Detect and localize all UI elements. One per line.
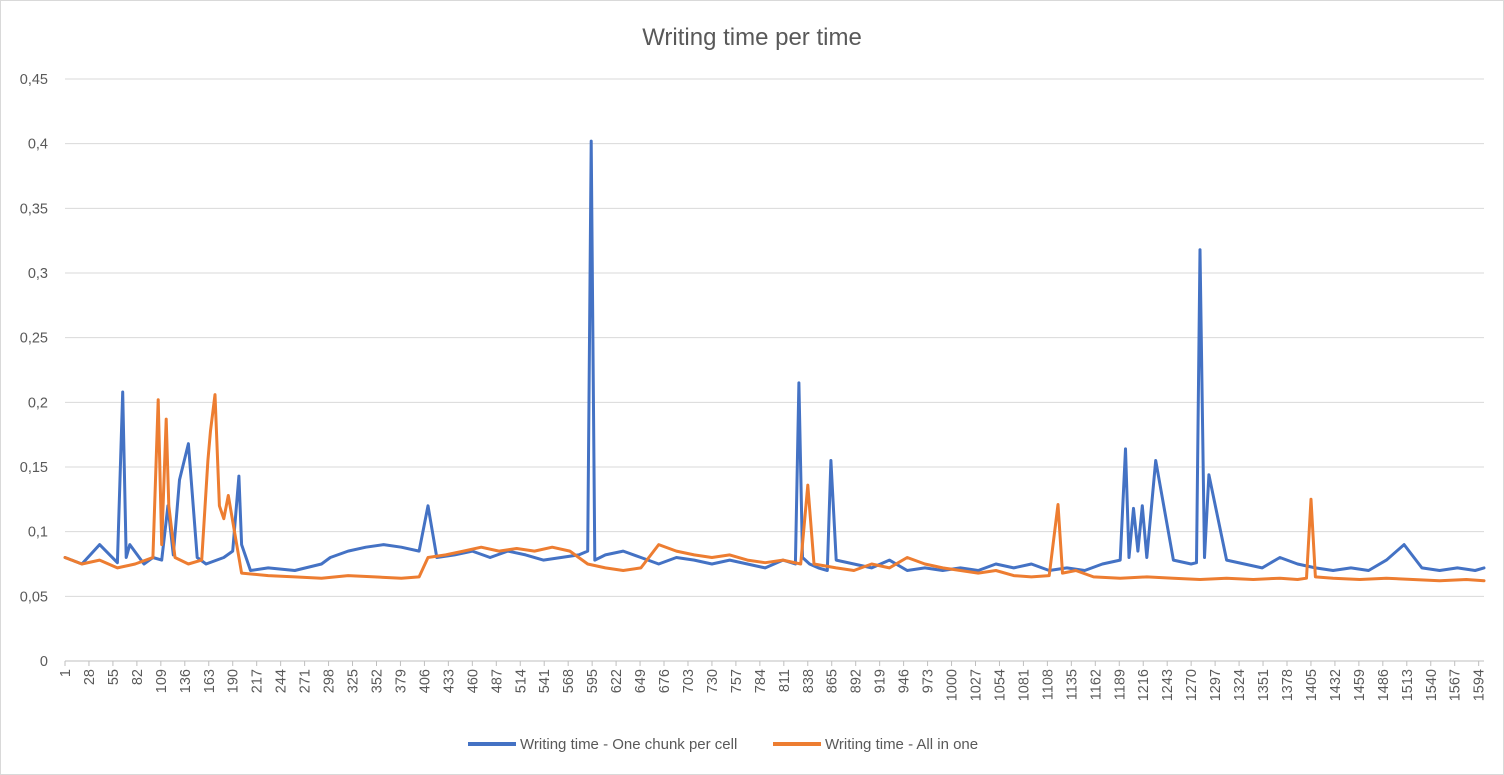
x-tick-label: 1297 <box>1208 669 1224 701</box>
x-tick-label: 784 <box>753 669 769 693</box>
x-tick-label: 1567 <box>1448 669 1464 701</box>
x-tick-label: 1000 <box>945 669 961 701</box>
x-tick-label: 649 <box>633 669 649 693</box>
x-tick-label: 244 <box>274 669 290 693</box>
x-tick-label: 1540 <box>1424 669 1440 701</box>
x-tick-label: 136 <box>178 669 194 693</box>
x-tick-label: 892 <box>849 669 865 693</box>
x-tick-label: 406 <box>417 669 433 693</box>
y-tick-label: 0,2 <box>28 395 48 411</box>
x-tick-label: 82 <box>130 669 146 685</box>
x-tick-label: 487 <box>489 669 505 693</box>
y-tick-label: 0 <box>40 654 48 670</box>
gridlines <box>65 78 1484 662</box>
x-tick-label: 622 <box>609 669 625 693</box>
x-tick-label: 352 <box>369 669 385 693</box>
x-tick-label: 973 <box>921 669 937 693</box>
x-tick-label: 1189 <box>1112 669 1128 700</box>
x-tick-label: 838 <box>801 669 817 693</box>
x-tick-label: 1 <box>58 669 74 677</box>
x-tick-label: 55 <box>106 669 122 685</box>
y-tick-label: 0,35 <box>20 201 48 217</box>
x-tick-label: 109 <box>154 669 170 693</box>
x-tick-label: 1324 <box>1232 669 1248 701</box>
y-tick-label: 0,1 <box>28 525 48 541</box>
x-tick-label: 595 <box>585 669 601 693</box>
y-tick-label: 0,45 <box>20 72 48 88</box>
x-tick-label: 271 <box>298 669 314 693</box>
x-tick-label: 811 <box>777 669 793 692</box>
x-tick-label: 757 <box>729 669 745 693</box>
x-tick-label: 1027 <box>969 669 985 701</box>
x-tick-label: 730 <box>705 669 721 693</box>
y-tick-label: 0,3 <box>28 266 48 282</box>
x-tick-label: 1459 <box>1352 669 1368 701</box>
x-tick-label: 1162 <box>1088 669 1104 700</box>
x-tick-label: 703 <box>681 669 697 693</box>
x-tick-label: 568 <box>561 669 577 693</box>
x-tick-label: 1135 <box>1064 669 1080 700</box>
x-tick-label: 946 <box>897 669 913 693</box>
chart-title: Writing time per time <box>642 24 862 51</box>
x-tick-label: 865 <box>825 669 841 693</box>
x-tick-label: 1108 <box>1040 669 1056 700</box>
y-tick-label: 0,4 <box>28 137 48 153</box>
x-tick-label: 1405 <box>1304 669 1320 701</box>
x-tick-label: 1351 <box>1256 669 1272 701</box>
y-axis-ticks: 0 0,05 0,1 0,15 0,2 0,25 0,3 0,35 0,4 0,45 <box>20 72 48 670</box>
x-tick-label: 1486 <box>1376 669 1392 701</box>
x-axis-ticks: 1 28 55 82 109 136 163 190 217 244 271 298 325 352 379… <box>58 661 1488 701</box>
x-tick-label: 325 <box>346 669 362 693</box>
x-tick-label: 433 <box>441 669 457 693</box>
x-tick-label: 676 <box>657 669 673 693</box>
x-tick-label: 919 <box>873 669 889 693</box>
x-tick-label: 379 <box>393 669 409 693</box>
y-tick-label: 0,15 <box>20 460 48 476</box>
legend: Writing time - One chunk per cell Writing… <box>468 736 978 753</box>
series-line-1 <box>63 139 1486 572</box>
x-tick-label: 1081 <box>1016 669 1032 701</box>
x-tick-label: 460 <box>465 669 481 693</box>
legend-label: Writing time - All in one <box>825 736 978 753</box>
x-tick-label: 541 <box>537 669 553 693</box>
x-tick-label: 163 <box>202 669 218 693</box>
x-tick-label: 1270 <box>1184 669 1200 701</box>
y-tick-label: 0,05 <box>20 589 48 605</box>
x-tick-label: 1378 <box>1280 669 1296 701</box>
x-tick-label: 28 <box>82 669 98 685</box>
legend-label: Writing time - One chunk per cell <box>520 736 737 753</box>
series-lines <box>63 139 1486 583</box>
x-tick-label: 298 <box>322 669 338 693</box>
x-tick-label: 1594 <box>1472 669 1488 701</box>
x-tick-label: 217 <box>250 669 266 693</box>
x-tick-label: 190 <box>226 669 242 693</box>
x-tick-label: 514 <box>513 669 529 693</box>
x-tick-label: 1513 <box>1400 669 1416 701</box>
x-tick-label: 1432 <box>1328 669 1344 701</box>
series-line-2 <box>63 393 1486 583</box>
x-tick-label: 1243 <box>1160 669 1176 701</box>
x-tick-label: 1054 <box>992 669 1008 701</box>
x-tick-label: 1216 <box>1136 669 1152 701</box>
y-tick-label: 0,25 <box>20 331 48 347</box>
